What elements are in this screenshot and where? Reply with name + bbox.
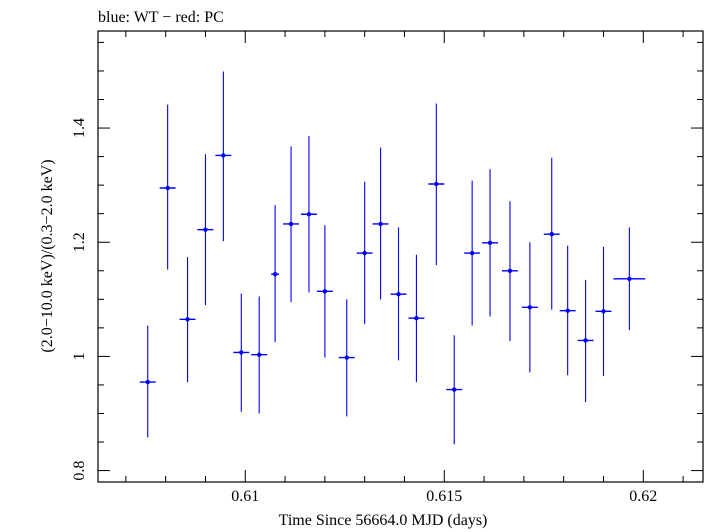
chart-title: blue: WT − red: PC <box>98 9 224 26</box>
data-point-group <box>482 169 499 317</box>
data-point-group <box>215 71 232 242</box>
x-axis: 0.61 0.615 0.62 <box>125 31 684 505</box>
data-point <box>257 352 262 357</box>
data-point-group <box>300 136 317 293</box>
data-point-group <box>543 157 560 310</box>
data-point <box>322 289 328 294</box>
data-point <box>185 317 190 322</box>
data-point-group <box>338 299 355 417</box>
data-point <box>601 309 606 314</box>
data-point <box>378 221 383 227</box>
y-tick-label: 1.2 <box>71 232 88 252</box>
data-point-group <box>356 181 373 324</box>
data-point <box>203 227 208 232</box>
data-point <box>288 221 294 227</box>
data-point <box>527 305 533 310</box>
data-point-group <box>316 225 333 358</box>
data-point <box>549 232 554 237</box>
data-point-group <box>577 279 594 403</box>
data-point <box>434 181 439 187</box>
x-axis-label: Time Since 56664.0 MJD (days) <box>279 512 488 529</box>
data-point-group <box>251 296 268 414</box>
data-point <box>221 153 226 158</box>
y-tick-label: 1.4 <box>71 118 88 138</box>
data-point-group <box>271 205 280 343</box>
y-tick-label: 0.8 <box>71 461 88 481</box>
data-point <box>627 276 632 281</box>
data-point-group <box>428 103 445 266</box>
data-point <box>396 291 401 297</box>
data-point <box>145 379 150 385</box>
data-point-group <box>408 254 425 383</box>
data-layer <box>139 71 646 445</box>
x-tick-label: 0.615 <box>426 488 462 505</box>
x-tick-label: 0.61 <box>231 488 259 505</box>
data-point-group <box>372 147 389 300</box>
data-point-group <box>197 154 214 306</box>
y-tick-label: 1 <box>71 352 88 360</box>
data-point-group <box>179 257 196 383</box>
data-point <box>239 350 244 355</box>
data-point-group <box>446 335 463 445</box>
data-point <box>344 355 349 360</box>
data-point <box>565 308 570 313</box>
data-point <box>469 250 475 256</box>
data-point <box>306 212 312 217</box>
data-point-group <box>559 245 576 376</box>
x-tick-label: 0.62 <box>629 488 657 505</box>
data-point-group <box>501 201 518 341</box>
data-point <box>583 338 588 343</box>
data-point <box>414 315 419 321</box>
data-point <box>487 240 493 245</box>
data-point-group <box>159 104 176 270</box>
data-point-group <box>283 146 300 303</box>
data-point <box>452 387 457 392</box>
data-point <box>165 185 170 191</box>
data-point-group <box>390 227 407 361</box>
y-axis: 0.8 1 1.2 1.4 <box>71 41 703 481</box>
data-point-group <box>464 180 481 326</box>
data-point <box>362 250 367 256</box>
y-axis-label: (2.0−10.0 keV)/(0.3−2.0 keV) <box>39 159 56 352</box>
data-point-group <box>233 293 250 412</box>
plot-frame <box>97 30 704 483</box>
data-point-group <box>595 246 612 376</box>
data-point-group <box>613 227 646 331</box>
data-point <box>272 271 278 277</box>
data-point-group <box>139 325 156 438</box>
data-point <box>507 268 513 273</box>
data-point-group <box>521 242 538 373</box>
